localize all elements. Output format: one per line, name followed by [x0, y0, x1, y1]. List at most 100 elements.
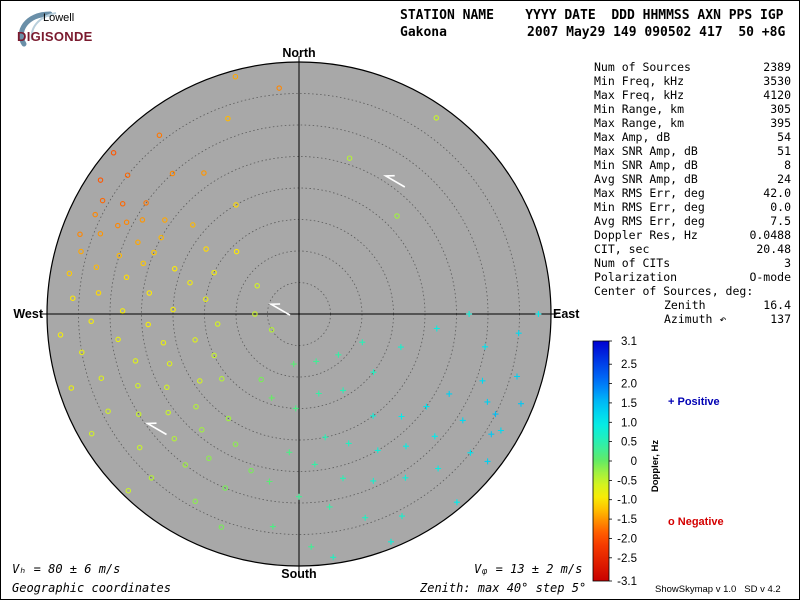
- source-negative: [197, 378, 203, 384]
- source-positive: [290, 361, 297, 368]
- source-negative: [164, 384, 170, 391]
- param-label: Avg SNR Amp, dB: [594, 172, 698, 186]
- source-positive: [446, 390, 453, 397]
- legend-negative: o Negative: [668, 516, 724, 528]
- direction-south: South: [281, 567, 316, 581]
- colorbar-tick-label: 1.0: [621, 417, 637, 429]
- source-positive: [453, 499, 460, 506]
- colorbar-label: Doppler, Hz: [650, 440, 661, 493]
- source-negative: [254, 283, 260, 289]
- param-label: Num of CITs: [594, 256, 671, 270]
- velocity-vector: [144, 422, 167, 436]
- source-positive: [340, 475, 346, 482]
- param-label: Max Freq, kHz: [594, 88, 685, 102]
- source-negative: [156, 132, 163, 139]
- velocity-vector: [268, 303, 291, 316]
- param-value: 3: [784, 256, 791, 270]
- source-positive: [484, 398, 491, 405]
- source-negative: [225, 115, 231, 122]
- colorbar-tick-label: -1.5: [617, 514, 637, 526]
- source-negative: [99, 197, 106, 204]
- source-positive: [397, 344, 404, 351]
- source-positive: [322, 434, 329, 441]
- source-negative: [233, 202, 239, 208]
- source-positive: [466, 311, 473, 317]
- rotate-arrow-icon: ↶: [719, 312, 727, 326]
- vertical-velocity: Vᵩ = 13 ± 2 m/s: [474, 562, 583, 576]
- param-label: Min Freq, kHz: [594, 74, 685, 88]
- source-negative: [433, 115, 440, 121]
- param-label: Polarization: [594, 270, 678, 284]
- source-positive: [340, 387, 347, 394]
- param-label: Max RMS Err, deg: [594, 186, 705, 200]
- param-value: 8: [784, 158, 791, 172]
- colorbar-tick-label: 0.5: [621, 437, 637, 449]
- param-value: 20.48: [756, 242, 791, 256]
- source-positive: [488, 431, 495, 438]
- param-value: 2389: [763, 60, 791, 74]
- param-row: Avg SNR Amp, dB 24: [594, 172, 791, 186]
- logo-swoosh: [18, 11, 57, 47]
- source-positive: [492, 411, 499, 418]
- source-negative: [222, 485, 228, 491]
- colorbar-tick-label: 2.5: [621, 359, 637, 371]
- source-positive: [359, 339, 366, 346]
- source-positive: [370, 412, 377, 419]
- source-negative: [169, 170, 176, 177]
- param-value: 7.5: [770, 214, 791, 228]
- source-positive: [326, 503, 333, 510]
- param-value: 42.0: [763, 186, 791, 200]
- source-negative: [132, 358, 139, 364]
- source-negative: [268, 327, 275, 333]
- center-azimuth-label: Azimuth: [664, 312, 713, 326]
- center-azimuth-row: Azimuth ↶ 137: [664, 312, 791, 326]
- source-negative: [119, 201, 126, 207]
- source-negative: [98, 375, 105, 381]
- source-positive: [435, 465, 442, 472]
- param-row: Min Range, km 305: [594, 102, 791, 116]
- source-negative: [190, 222, 196, 228]
- center-azimuth-value: 137: [770, 312, 791, 326]
- source-negative: [146, 290, 153, 296]
- param-value: 51: [777, 144, 791, 158]
- param-label: CIT, sec: [594, 242, 650, 256]
- source-negative: [162, 217, 168, 223]
- zenith-scale-label: Zenith: max 40° step 5°: [420, 581, 587, 595]
- source-negative: [135, 239, 141, 246]
- lowell-digisonde-logo: [10, 8, 100, 48]
- param-row: Avg RMS Err, deg 7.5: [594, 214, 791, 228]
- source-negative: [115, 336, 121, 343]
- source-negative: [105, 408, 111, 414]
- source-positive: [479, 377, 486, 384]
- source-negative: [66, 270, 73, 277]
- source-negative: [203, 246, 209, 252]
- source-negative: [78, 248, 84, 255]
- param-row: Min RMS Err, deg 0.0: [594, 200, 791, 214]
- param-value: 3530: [763, 74, 791, 88]
- param-row: Max Amp, dB 54: [594, 130, 791, 144]
- param-label: Avg RMS Err, deg: [594, 214, 705, 228]
- source-negative: [394, 213, 400, 219]
- source-negative: [110, 150, 117, 156]
- param-value: 0.0: [770, 200, 791, 214]
- source-positive: [518, 400, 524, 407]
- colorbar-tick-label: 1.5: [621, 398, 637, 410]
- source-negative: [171, 435, 178, 442]
- source-negative: [140, 260, 146, 267]
- legend-positive: + Positive: [668, 396, 720, 408]
- source-negative: [139, 217, 146, 223]
- param-row: Num of Sources 2389: [594, 60, 791, 74]
- param-value: 395: [770, 116, 791, 130]
- source-negative: [232, 73, 239, 80]
- source-negative: [248, 467, 254, 474]
- source-negative: [165, 409, 171, 416]
- header-columns: STATION NAME YYYY DATE DDD HHMMSS AXN PP…: [400, 8, 784, 23]
- source-negative: [219, 376, 225, 382]
- param-value: 4120: [763, 88, 791, 102]
- source-negative: [182, 462, 189, 468]
- source-positive: [268, 394, 275, 401]
- source-positive: [482, 343, 489, 350]
- source-negative: [232, 441, 239, 447]
- source-negative: [77, 231, 83, 238]
